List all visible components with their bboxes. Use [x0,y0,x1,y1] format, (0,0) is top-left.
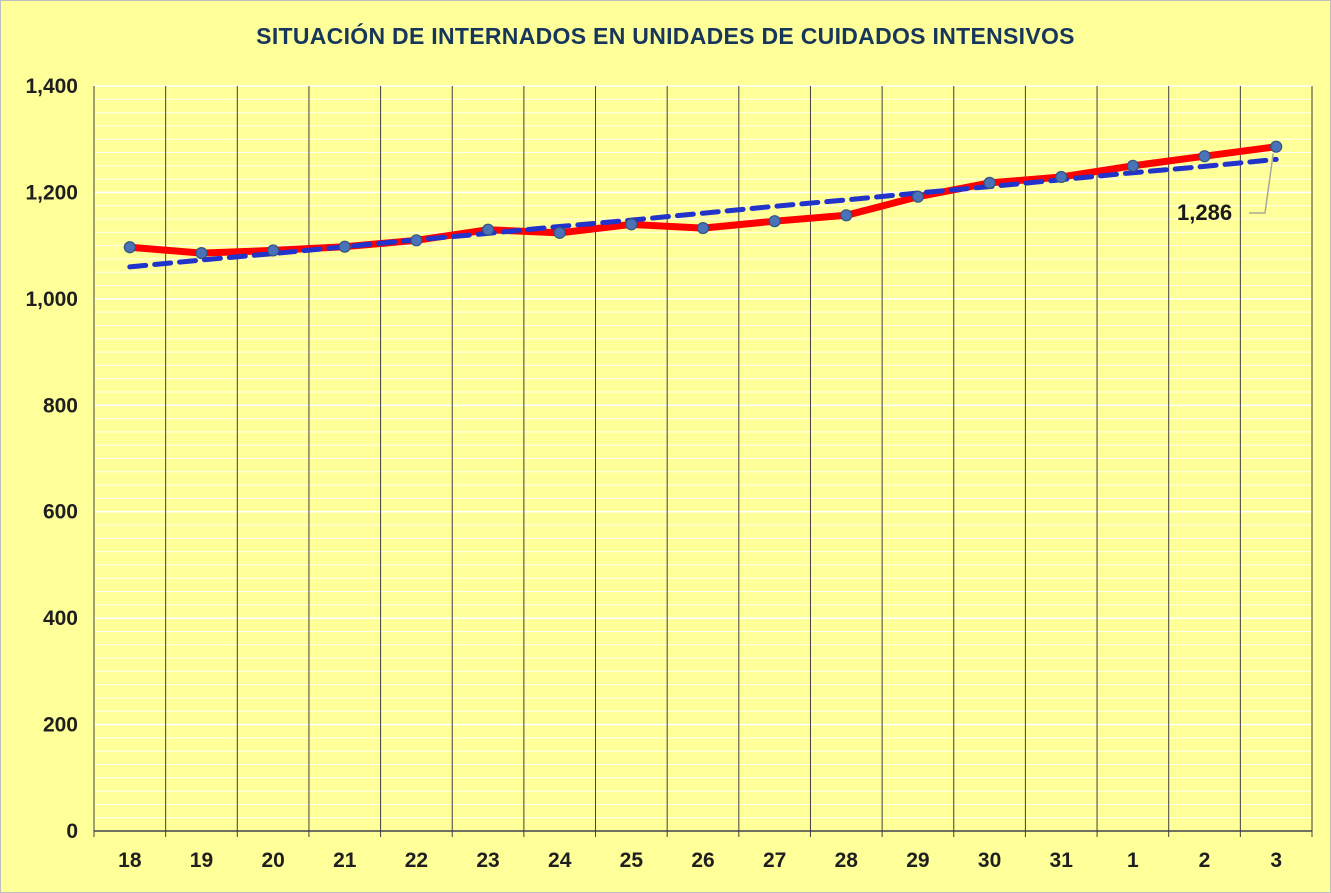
data-point-marker [625,218,638,231]
x-tick-label: 2 [1199,849,1211,872]
data-point-marker [1126,159,1139,172]
x-tick-label: 20 [261,849,284,872]
x-tick-label: 1 [1127,849,1139,872]
y-tick-label: 1,400 [25,75,78,98]
data-point-marker [195,246,208,260]
y-tick-label: 1,000 [25,288,78,311]
x-tick-label: 19 [190,849,213,872]
chart-title: SITUACIÓN DE INTERNADOS EN UNIDADES DE C… [256,23,1075,49]
main-series-line [126,143,1280,257]
data-point-marker [911,190,925,203]
data-point-marker [840,209,853,222]
y-tick-label: 0 [66,820,78,843]
data-point-marker [123,241,136,254]
data-point-marker [1270,140,1283,153]
y-tick-label: 800 [43,394,78,417]
data-point-marker [1055,170,1068,184]
x-tick-label: 26 [691,849,714,872]
data-point-marker [768,215,781,228]
x-tick-label: 28 [835,849,859,872]
trendline-series [127,156,1279,270]
x-tick-label: 21 [333,849,357,872]
x-tick-label: 22 [405,849,428,872]
x-tick-label: 27 [763,849,786,872]
data-point-marker [1198,150,1211,163]
x-tick-label: 25 [620,849,644,872]
x-tick-label: 3 [1270,849,1282,872]
label-leader-line [1249,153,1274,214]
data-point-marker [338,240,351,253]
x-tick-label: 31 [1050,849,1074,872]
data-point-marker [696,221,710,235]
y-tick-label: 400 [43,607,78,630]
x-tick-label: 23 [476,849,499,872]
x-tick-label: 29 [906,849,929,872]
x-tick-label: 18 [118,849,142,872]
x-tick-label: 24 [548,849,572,872]
data-point-marker [553,226,566,239]
last-value-label: 1,286 [1177,200,1233,225]
data-point-marker [267,244,280,257]
y-tick-label: 1,200 [25,181,78,204]
y-tick-label: 200 [43,714,78,737]
data-point-marker [410,234,423,247]
data-point-marker [983,176,996,189]
x-tick-label: 30 [978,849,1001,872]
y-tick-label: 600 [43,501,78,524]
data-point-marker [481,223,495,236]
